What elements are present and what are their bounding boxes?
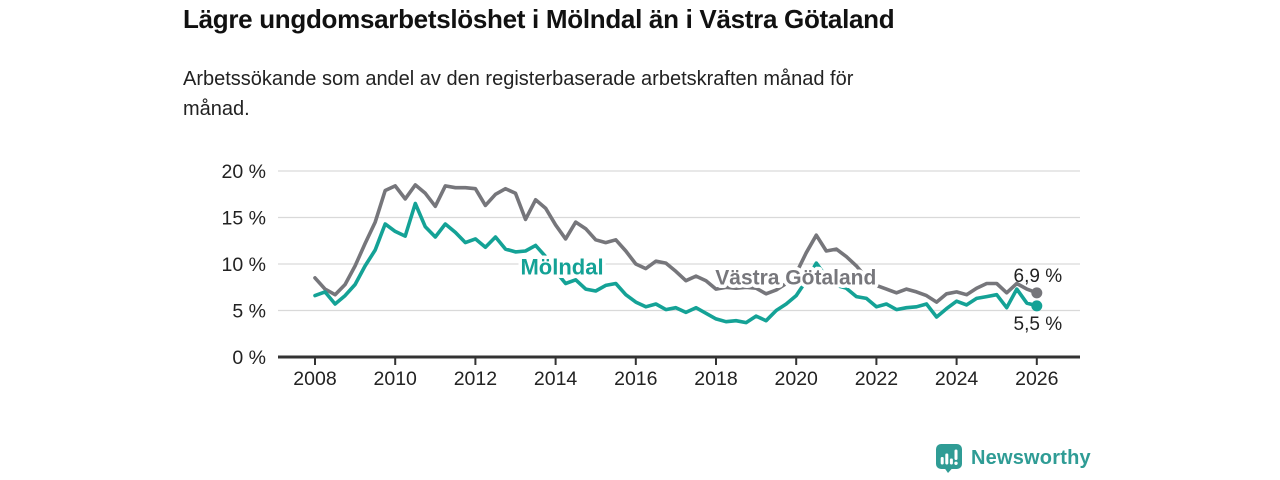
series-end-value: 5,5 % xyxy=(1014,314,1063,335)
chart-canvas: 0 % 5 % 10 % 15 % 20 % 2008 2010 2012 2014 2016 20… xyxy=(222,161,1080,390)
chart-subtitle: Arbetssökande som andel av den registerb… xyxy=(183,64,853,124)
unemployment-line-chart: 0 % 5 % 10 % 15 % 20 % 2008 2010 2012 2014 2016 20… xyxy=(175,150,1105,400)
y-axis-label: 20 % xyxy=(222,161,266,183)
newsworthy-brand-text: Newsworthy xyxy=(971,447,1091,469)
x-axis-label: 2024 xyxy=(935,368,979,390)
x-axis-label: 2008 xyxy=(293,368,336,390)
x-axis-label: 2018 xyxy=(694,368,737,390)
chart-subtitle-line1: Arbetssökande som andel av den registerb… xyxy=(183,68,854,90)
x-axis-label: 2026 xyxy=(1015,368,1058,390)
series-end-dot xyxy=(1031,287,1043,299)
y-axis-label: 0 % xyxy=(232,347,266,369)
x-axis-label: 2012 xyxy=(454,368,497,390)
y-axis-label: 10 % xyxy=(222,254,266,276)
y-axis-label: 5 % xyxy=(232,301,266,323)
series-end-value: 6,9 % xyxy=(1014,266,1063,287)
x-axis-label: 2014 xyxy=(534,368,578,390)
x-axis-label: 2010 xyxy=(374,368,418,390)
series-line-m-lndal xyxy=(313,201,1039,325)
y-axis-label: 15 % xyxy=(222,208,266,230)
x-axis-label: 2016 xyxy=(614,368,657,390)
series-line-v-stra-g-taland xyxy=(313,183,1039,304)
x-axis-label: 2020 xyxy=(775,368,819,390)
series-end-dot xyxy=(1031,300,1043,312)
chart-subtitle-line2: månad. xyxy=(183,98,250,120)
newsworthy-logo-icon xyxy=(936,444,962,473)
x-axis-label: 2022 xyxy=(855,368,898,390)
chart-title: Lägre ungdomsarbetslöshet i Mölndal än i… xyxy=(183,4,895,34)
series-label: Mölndal xyxy=(520,255,603,280)
newsworthy-branding: Newsworthy xyxy=(936,444,1091,473)
series-label: Västra Götaland xyxy=(715,266,876,289)
